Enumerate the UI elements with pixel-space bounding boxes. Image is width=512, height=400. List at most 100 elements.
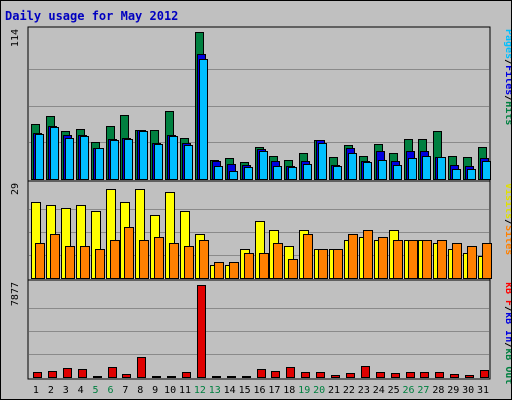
bar-middle-sites-day-16 [259, 253, 269, 279]
bar-bottom-kb-f-day-5 [93, 376, 102, 378]
bar-bottom-kb-f-day-4 [78, 369, 87, 378]
x-tick-label-day-4: 4 [78, 385, 84, 396]
bar-top-pages-day-16 [259, 151, 268, 180]
bar-top-pages-day-8 [139, 131, 148, 180]
bar-middle-sites-day-30 [467, 246, 477, 279]
x-tick-label-day-17: 17 [268, 385, 280, 396]
panel-bottom-legend: kB F/kB In/kB Out [503, 282, 511, 384]
bar-top-pages-day-28 [437, 157, 446, 180]
x-tick-label-day-20: 20 [313, 385, 325, 396]
x-tick-label-day-12: 12 [194, 385, 206, 396]
bar-top-pages-day-21 [333, 166, 342, 180]
bar-middle-sites-day-15 [244, 253, 254, 279]
bar-middle-sites-day-6 [110, 240, 120, 279]
bar-top-pages-day-4 [80, 136, 89, 180]
x-tick-label-day-30: 30 [462, 385, 474, 396]
panel-middle: 29 Visits/Sites [10, 180, 511, 281]
bar-bottom-kb-f-day-22 [346, 373, 355, 378]
bar-bottom-kb-f-day-10 [167, 376, 176, 378]
bar-top-pages-day-29 [452, 169, 461, 180]
bar-middle-sites-day-7 [124, 227, 134, 279]
bar-bottom-kb-f-day-1 [33, 372, 42, 378]
bar-bottom-kb-f-day-18 [286, 367, 295, 378]
bar-middle-sites-day-10 [169, 243, 179, 279]
bar-bottom-kb-f-day-27 [420, 372, 429, 378]
panel-bottom-legend-item: / [503, 306, 511, 312]
x-tick-label-day-7: 7 [122, 385, 128, 396]
bar-middle-sites-day-29 [452, 243, 462, 279]
bar-top-pages-day-7 [124, 139, 133, 180]
x-tick-label-day-11: 11 [179, 385, 191, 396]
bar-bottom-kb-f-day-31 [480, 370, 489, 378]
chart-title: Daily usage for May 2012 [5, 9, 178, 23]
bar-top-pages-day-9 [154, 144, 163, 180]
bar-middle-sites-day-28 [437, 240, 447, 279]
panel-top-legend-item: Files [503, 65, 511, 95]
bar-top-pages-day-25 [393, 165, 402, 180]
bar-middle-sites-day-4 [80, 246, 90, 279]
bar-bottom-kb-f-day-15 [242, 376, 251, 378]
panel-top-legend-item: / [503, 59, 511, 65]
panel-bottom-legend-item: kB In [503, 312, 511, 342]
bar-top-pages-day-14 [229, 171, 238, 180]
bar-middle-sites-day-13 [214, 262, 224, 279]
bar-top-pages-day-22 [348, 153, 357, 180]
bar-bottom-kb-f-day-30 [465, 375, 474, 378]
x-tick-label-day-24: 24 [373, 385, 385, 396]
bar-top-pages-day-27 [422, 156, 431, 180]
bar-middle-sites-day-11 [184, 246, 194, 279]
bar-middle-sites-day-27 [422, 240, 432, 279]
panel-top-legend-item: / [503, 95, 511, 101]
panel-middle-ymax-label: 29 [10, 183, 21, 195]
panel-middle-legend: Visits/Sites [503, 183, 511, 255]
bar-bottom-kb-f-day-14 [227, 376, 236, 378]
bar-top-pages-day-13 [214, 166, 223, 180]
bar-top-pages-day-30 [467, 169, 476, 180]
bar-bottom-kb-f-day-16 [257, 369, 266, 378]
panel-bottom-legend-item: kB F [503, 282, 511, 306]
bar-top-pages-day-23 [363, 162, 372, 180]
bar-middle-sites-day-20 [318, 249, 328, 279]
x-tick-label-day-6: 6 [107, 385, 113, 396]
bar-bottom-kb-f-day-24 [376, 372, 385, 378]
chart-panels: 114Pages/Files/Hits29Visits/Sites7877kB … [10, 26, 511, 384]
x-tick-label-day-18: 18 [283, 385, 295, 396]
bar-top-pages-day-18 [288, 167, 297, 180]
bar-bottom-kb-f-day-21 [331, 375, 340, 378]
bar-middle-sites-day-22 [348, 234, 358, 279]
bar-bottom-kb-f-day-6 [108, 367, 117, 378]
bar-top-pages-day-31 [482, 161, 491, 180]
bar-middle-sites-day-14 [229, 262, 239, 279]
x-tick-label-day-31: 31 [477, 385, 489, 396]
bar-middle-sites-day-3 [65, 246, 75, 279]
panel-top-legend: Pages/Files/Hits [503, 29, 511, 125]
x-tick-label-day-28: 28 [432, 385, 444, 396]
bar-middle-sites-day-9 [154, 237, 164, 279]
bar-top-pages-day-15 [244, 167, 253, 180]
bar-top-pages-day-24 [378, 160, 387, 180]
bar-middle-sites-day-26 [408, 240, 418, 279]
bar-top-pages-day-5 [95, 148, 104, 180]
bar-bottom-kb-f-day-28 [435, 372, 444, 378]
panel-bottom-legend-item: kB Out [503, 348, 511, 384]
bar-top-pages-day-10 [169, 136, 178, 180]
bar-top-pages-day-20 [318, 143, 327, 180]
bar-bottom-kb-f-day-3 [63, 368, 72, 378]
bar-top-pages-day-3 [65, 138, 74, 180]
x-tick-label-day-1: 1 [33, 385, 39, 396]
x-tick-label-day-27: 27 [417, 385, 429, 396]
x-tick-label-day-8: 8 [137, 385, 143, 396]
x-tick-label-day-23: 23 [358, 385, 370, 396]
bar-middle-sites-day-21 [333, 249, 343, 279]
bar-bottom-kb-f-day-29 [450, 374, 459, 378]
x-tick-label-day-13: 13 [209, 385, 221, 396]
bar-top-pages-day-12 [199, 59, 208, 180]
bar-bottom-kb-f-day-25 [391, 373, 400, 378]
x-tick-label-day-5: 5 [93, 385, 99, 396]
bar-bottom-kb-f-day-13 [212, 376, 221, 378]
bar-middle-sites-day-18 [288, 259, 298, 279]
bar-middle-sites-day-1 [35, 243, 45, 279]
panel-middle-legend-item: Visits [503, 183, 511, 219]
bar-bottom-kb-f-day-11 [182, 372, 191, 378]
